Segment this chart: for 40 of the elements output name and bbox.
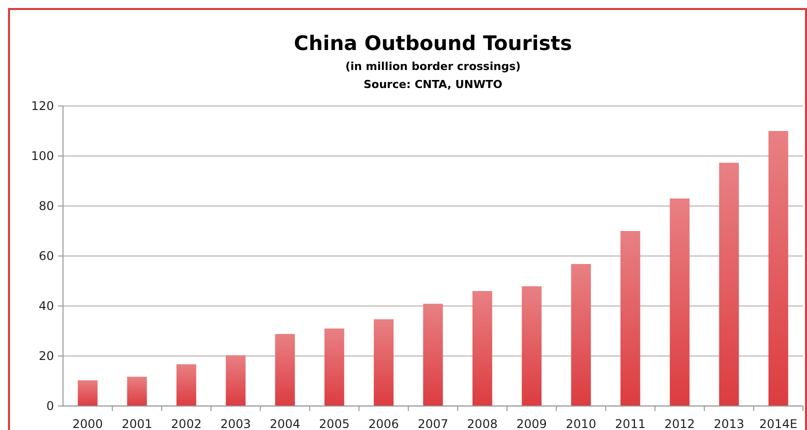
x-tick-label: 2011	[615, 417, 646, 430]
bar	[719, 162, 739, 406]
x-tick-label: 2010	[566, 417, 596, 430]
x-tick-label: 2008	[467, 417, 498, 430]
x-tick-label: 2002	[171, 417, 202, 430]
x-tick-label: 2005	[319, 417, 350, 430]
bar	[472, 291, 492, 406]
x-tick-label: 2014E	[759, 417, 798, 430]
y-tick-label: 40	[38, 299, 54, 314]
y-tick-label: 80	[38, 199, 54, 214]
bar	[324, 328, 344, 406]
x-tick-label: 2000	[72, 417, 103, 430]
x-tick-label: 2001	[122, 417, 152, 430]
chart-subtitle: (in million border crossings)	[345, 60, 521, 73]
bar	[275, 334, 295, 406]
y-tick-label: 0	[46, 399, 54, 414]
x-tick-label: 2004	[270, 417, 300, 430]
y-tick-label: 120	[31, 99, 54, 114]
bar	[127, 376, 147, 406]
y-tick-label: 100	[31, 149, 54, 164]
x-tick-label: 2009	[516, 417, 547, 430]
bar	[78, 380, 98, 406]
bar	[768, 131, 788, 406]
x-tick-label: 2013	[714, 417, 744, 430]
bar	[670, 198, 690, 406]
bar	[176, 364, 196, 406]
bar	[522, 286, 542, 406]
x-tick-label: 2003	[220, 417, 251, 430]
source-note: Source: CNTA, UNWTO	[364, 78, 502, 91]
bar	[226, 355, 246, 406]
bar	[571, 264, 591, 406]
bar	[620, 231, 640, 406]
y-tick-label: 60	[38, 249, 54, 264]
y-tick-label: 20	[38, 349, 54, 364]
x-tick-label: 2007	[418, 417, 448, 430]
x-tick-label: 2012	[664, 417, 695, 430]
x-tick-label: 2006	[368, 417, 399, 430]
chart-title: China Outbound Tourists	[294, 31, 572, 55]
bar	[423, 304, 443, 406]
bar	[374, 319, 394, 406]
